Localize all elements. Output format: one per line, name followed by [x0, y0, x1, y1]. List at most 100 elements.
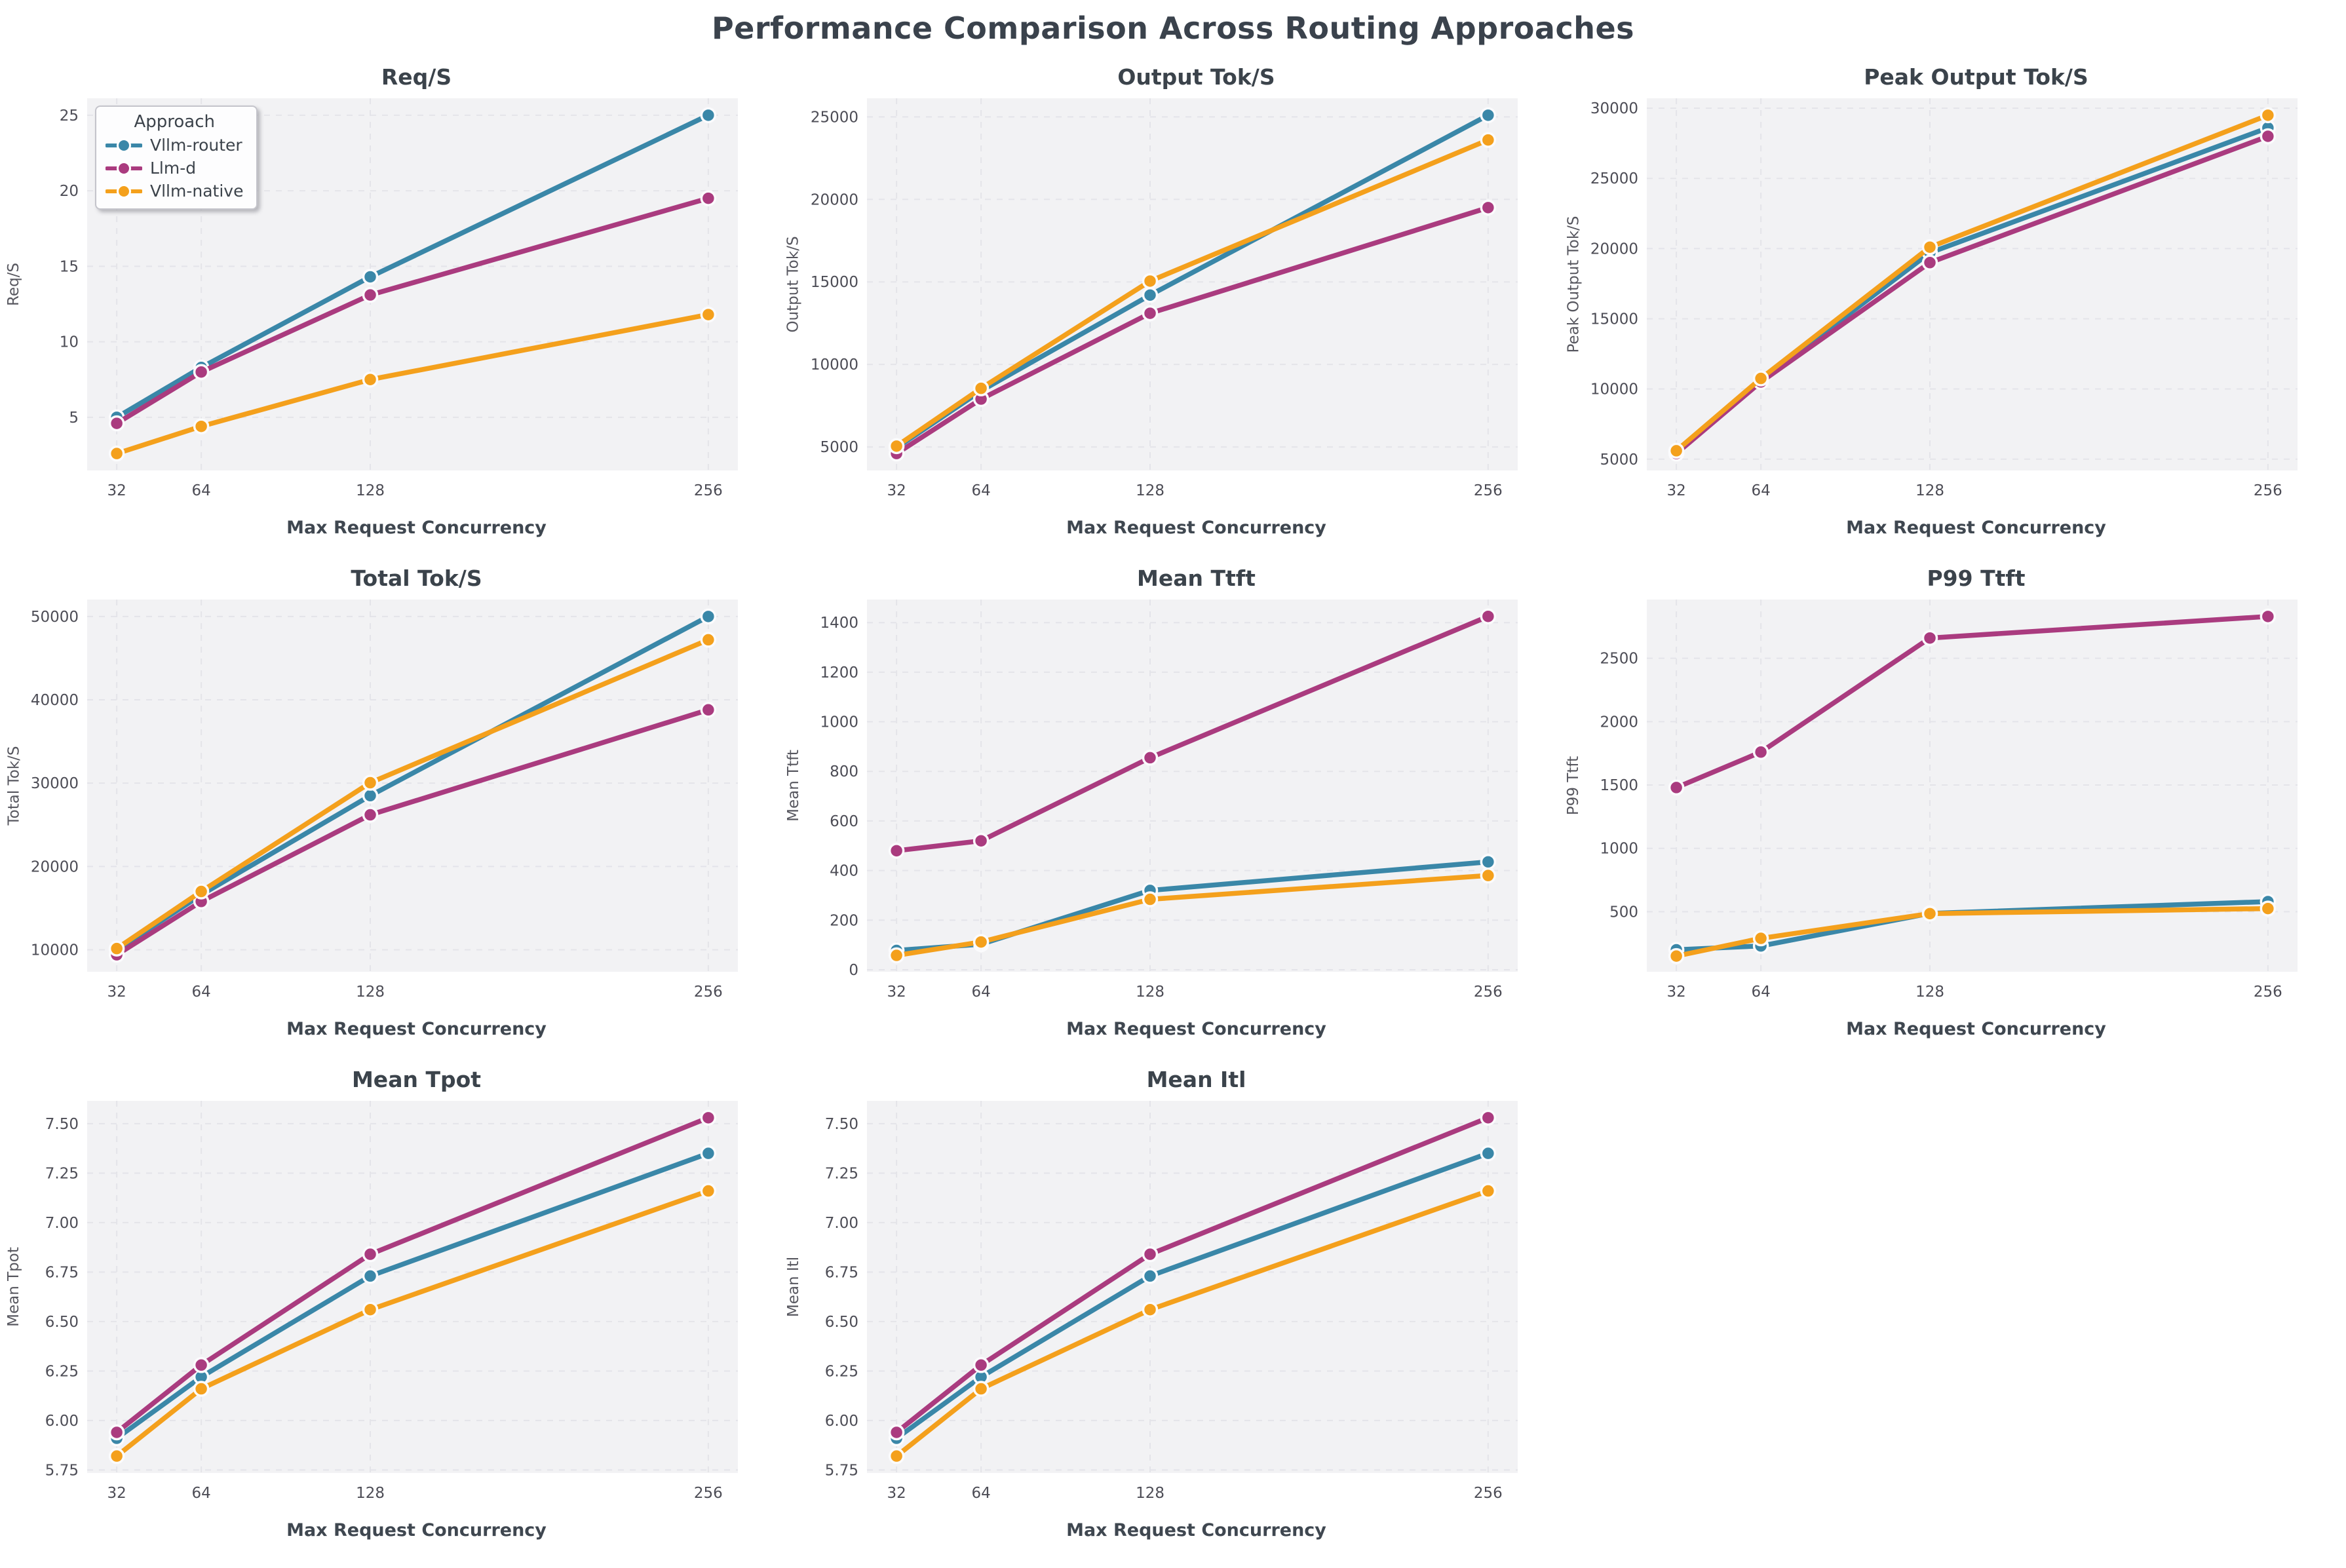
data-point-marker — [2259, 900, 2277, 917]
plot-area-peak-output-toks: 32 64 128 256 5000 10000 15000 20000 25000 30000 — [1590, 98, 2298, 499]
y-tick-label: 15000 — [1590, 311, 1638, 328]
data-point-marker — [700, 1183, 717, 1199]
y-tick-label: 40000 — [31, 692, 79, 709]
y-tick-label: 7.50 — [825, 1116, 858, 1133]
data-point-marker — [2259, 128, 2277, 145]
chart-title-reqs: Req/S — [381, 64, 452, 90]
y-tick-label: 6.50 — [825, 1314, 858, 1331]
y-axis-label-peak-output-toks: Peak Output Tok/S — [1565, 216, 1583, 353]
x-tick-label: 32 — [107, 1485, 126, 1502]
chart-total-toks: Total Tok/S Total Tok/S 32 64 128 256 10000 2… — [3, 551, 782, 1052]
x-tick-label: 64 — [191, 482, 210, 499]
data-point-marker — [1142, 287, 1159, 303]
vllm-native-line-marker-icon — [106, 183, 142, 199]
legend-item-vllm-native: Vllm-native — [106, 182, 243, 201]
chart-title-total-toks: Total Tok/S — [351, 565, 482, 591]
chart-mean-itl: Mean Itl Mean Itl 32 64 128 256 5.75 6.00 6.25… — [782, 1052, 1562, 1554]
data-point-marker — [362, 807, 379, 823]
x-tick-label: 128 — [356, 482, 385, 499]
data-point-marker — [700, 306, 717, 323]
plot-area-mean-itl: 32 64 128 256 5.75 6.00 6.25 6.50 6.75 7.00 7.25 7.… — [825, 1101, 1518, 1502]
chart-body-output-toks: Output Tok/S 32 64 128 256 5000 10000 15000 200… — [782, 92, 1526, 518]
data-point-marker — [362, 286, 379, 303]
data-point-marker — [108, 940, 125, 957]
data-point-marker — [972, 832, 990, 849]
x-axis-label-peak-output-toks: Max Request Concurrency — [1846, 518, 2106, 538]
y-tick-label: 15000 — [811, 274, 858, 291]
data-point-marker — [1668, 947, 1685, 965]
empty-cell — [1562, 1052, 2342, 1554]
x-tick-label: 256 — [1474, 482, 1503, 499]
data-point-marker — [362, 788, 379, 804]
data-point-marker — [1480, 199, 1497, 216]
data-point-marker — [193, 1357, 210, 1373]
y-tick-label: 20000 — [31, 858, 79, 875]
y-tick-label: 15 — [60, 258, 79, 275]
x-axis-label-reqs: Max Request Concurrency — [286, 518, 547, 538]
x-tick-label: 128 — [1136, 984, 1164, 1001]
plot-area-total-toks: 32 64 128 256 10000 20000 30000 40000 50000 — [31, 600, 738, 1001]
data-point-marker — [972, 1357, 990, 1373]
data-point-marker — [1480, 854, 1497, 870]
y-tick-label: 7.25 — [825, 1165, 858, 1182]
y-tick-label: 5.75 — [825, 1462, 858, 1479]
y-axis-label-total-toks: Total Tok/S — [5, 746, 23, 826]
data-point-marker — [1752, 370, 1769, 387]
y-tick-label: 1400 — [820, 615, 858, 632]
x-tick-label: 256 — [694, 984, 723, 1001]
y-tick-label: 6.25 — [45, 1363, 79, 1380]
y-tick-label: 1500 — [1600, 777, 1638, 794]
y-tick-label: 6.25 — [825, 1363, 858, 1380]
charts-grid: Req/S Req/S 32 64 128 256 5 10 15 20 25 Approach… — [0, 50, 2346, 1554]
y-tick-label: 5 — [69, 410, 79, 427]
chart-mean-tpot: Mean Tpot Mean Tpot 32 64 128 256 5.75 6.00 6.… — [3, 1052, 782, 1554]
x-tick-label: 64 — [191, 1485, 210, 1502]
data-point-marker — [700, 107, 717, 124]
series-vllm-native — [888, 132, 1497, 455]
x-tick-label: 32 — [1666, 984, 1685, 1001]
y-tick-label: 600 — [830, 813, 858, 830]
data-point-marker — [1480, 1183, 1497, 1199]
y-tick-label: 6.50 — [45, 1314, 79, 1331]
legend-label-vllm-router: Vllm-router — [150, 136, 242, 155]
y-tick-label: 7.25 — [45, 1165, 79, 1182]
y-tick-label: 20 — [60, 183, 79, 200]
data-point-marker — [888, 947, 905, 964]
data-point-marker — [1480, 608, 1497, 624]
chart-title-mean-tpot: Mean Tpot — [351, 1067, 482, 1092]
data-point-marker — [108, 415, 125, 432]
data-point-marker — [972, 1381, 990, 1397]
y-tick-label: 6.75 — [825, 1264, 858, 1281]
legend-item-vllm-router: Vllm-router — [106, 136, 243, 155]
y-axis-label-mean-itl: Mean Itl — [785, 1256, 803, 1318]
x-tick-label: 32 — [887, 482, 906, 499]
y-tick-label: 50000 — [31, 609, 79, 626]
chart-title-mean-itl: Mean Itl — [1146, 1067, 1246, 1092]
y-tick-label: 30000 — [31, 775, 79, 792]
y-axis-label-output-toks: Output Tok/S — [785, 236, 802, 333]
chart-title-peak-output-toks: Peak Output Tok/S — [1864, 64, 2088, 90]
x-axis-label-total-toks: Max Request Concurrency — [286, 1019, 547, 1039]
data-point-marker — [888, 1447, 905, 1464]
y-tick-label: 6.00 — [45, 1413, 79, 1430]
llm-d-line-marker-icon — [106, 161, 142, 176]
data-point-marker — [108, 1424, 125, 1441]
data-point-marker — [700, 1109, 717, 1126]
data-point-marker — [193, 364, 210, 380]
data-point-marker — [1480, 1145, 1497, 1162]
data-point-marker — [362, 1268, 379, 1284]
gridlines — [867, 600, 1518, 972]
legend-item-llm-d: Llm-d — [106, 159, 243, 178]
x-axis-label-mean-ttft: Max Request Concurrency — [1066, 1019, 1326, 1039]
y-tick-label: 2000 — [1600, 714, 1638, 731]
x-tick-label: 256 — [1474, 1485, 1503, 1502]
y-tick-label: 30000 — [1590, 100, 1638, 117]
data-point-marker — [1668, 779, 1685, 796]
plot-area-output-toks: 32 64 128 256 5000 10000 15000 20000 25000 — [811, 98, 1518, 499]
data-point-marker — [362, 1246, 379, 1263]
y-tick-label: 10000 — [31, 942, 79, 959]
data-point-marker — [1921, 254, 1938, 271]
series-llm-d — [888, 199, 1497, 462]
data-point-marker — [1142, 1246, 1159, 1263]
legend-title: Approach — [134, 112, 215, 132]
